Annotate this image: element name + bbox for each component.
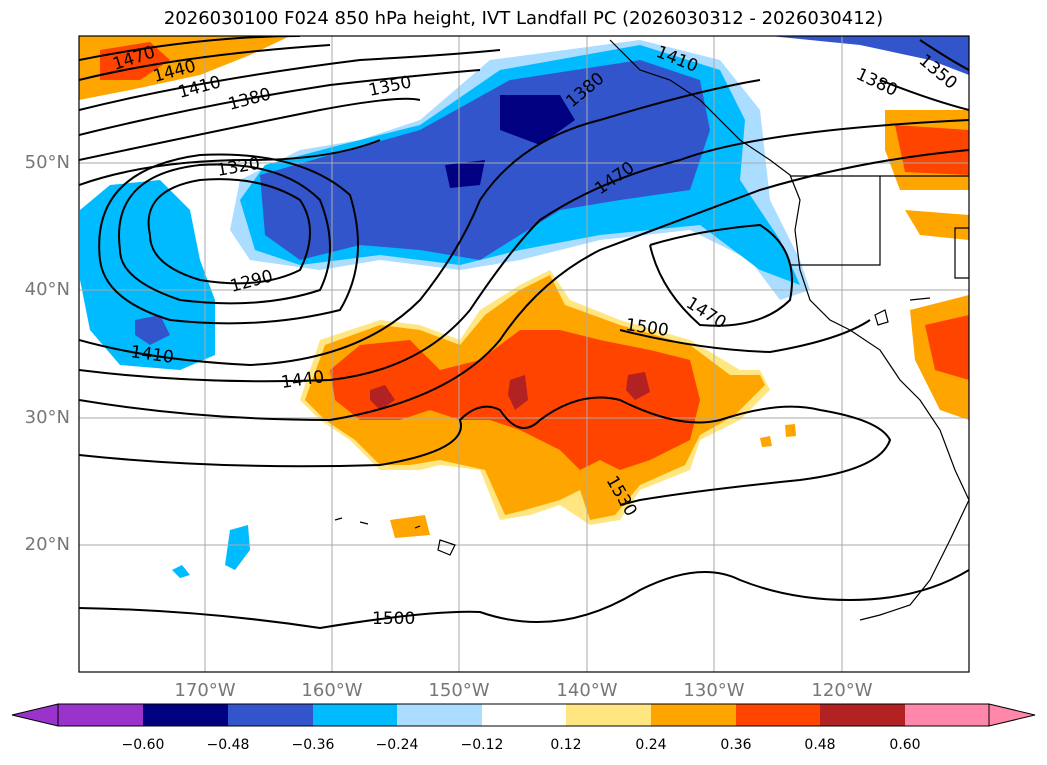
shade-blue-west	[80, 180, 215, 370]
colorbar-segment	[313, 704, 397, 726]
shade-pos-small-1	[390, 515, 430, 538]
shade-navy-2	[445, 160, 485, 188]
shade-navy	[500, 95, 575, 145]
shade-pos-e-red	[925, 315, 969, 380]
height-contours	[79, 36, 969, 630]
colorbar-segment	[566, 704, 651, 726]
colorbar-tick: −0.12	[460, 737, 504, 753]
map-frame	[78, 35, 970, 673]
colorbar-segment	[397, 704, 482, 726]
lat-label: 20°N	[24, 534, 70, 555]
colorbar-tick: 0.12	[550, 737, 582, 753]
colorbar-tick: 0.36	[720, 737, 752, 753]
colorbar-segment	[11, 703, 59, 727]
shade-pos-darkred-3	[626, 372, 650, 400]
colorbar	[11, 703, 1036, 727]
colorbar-segment	[905, 704, 989, 726]
colorbar-segment	[482, 704, 566, 726]
lon-label: 160°W	[301, 680, 363, 701]
colorbar-segment	[988, 703, 1036, 727]
map-title: 2026030100 F024 850 hPa height, IVT Land…	[163, 8, 884, 29]
lon-label: 120°W	[811, 680, 873, 701]
lat-label: 40°N	[24, 279, 70, 300]
colorbar-segment	[820, 704, 905, 726]
colorbar-tick: −0.36	[291, 737, 335, 753]
colorbar-tick: −0.24	[375, 737, 419, 753]
lon-label: 170°W	[174, 680, 236, 701]
lat-label: 30°N	[24, 407, 70, 428]
shade-pos-ne-red	[895, 125, 969, 175]
colorbar-segment	[651, 704, 736, 726]
grid-lines	[79, 36, 969, 672]
lon-label: 140°W	[556, 680, 618, 701]
shade-pos-darkred-1	[370, 385, 395, 410]
shade-blue-west-core	[135, 315, 170, 345]
colorbar-tick: −0.60	[121, 737, 165, 753]
shade-blue-small	[225, 525, 250, 570]
colorbar-segment	[228, 704, 313, 726]
coastlines	[334, 39, 969, 621]
colorbar-tick: 0.48	[804, 737, 836, 753]
colorbar-tick: 0.60	[889, 737, 921, 753]
colorbar-tick: −0.48	[206, 737, 250, 753]
contour-label: 1500	[372, 609, 415, 629]
shade-pos-dot-2	[785, 424, 796, 437]
shade-pos-ne-2	[905, 210, 969, 240]
map-area	[79, 36, 969, 672]
shade-blue-dot	[172, 565, 190, 578]
lon-label: 130°W	[683, 680, 745, 701]
lon-label: 150°W	[428, 680, 490, 701]
colorbar-segment	[736, 704, 820, 726]
lat-label: 50°N	[24, 152, 70, 173]
shade-blue-ne	[770, 36, 969, 75]
shade-pos-dot-1	[760, 436, 772, 447]
colorbar-frame	[57, 703, 990, 727]
colorbar-tick: 0.24	[635, 737, 667, 753]
colorbar-segment	[58, 704, 143, 726]
shade-pos-darkred-2	[508, 375, 528, 410]
colorbar-segment	[143, 704, 228, 726]
